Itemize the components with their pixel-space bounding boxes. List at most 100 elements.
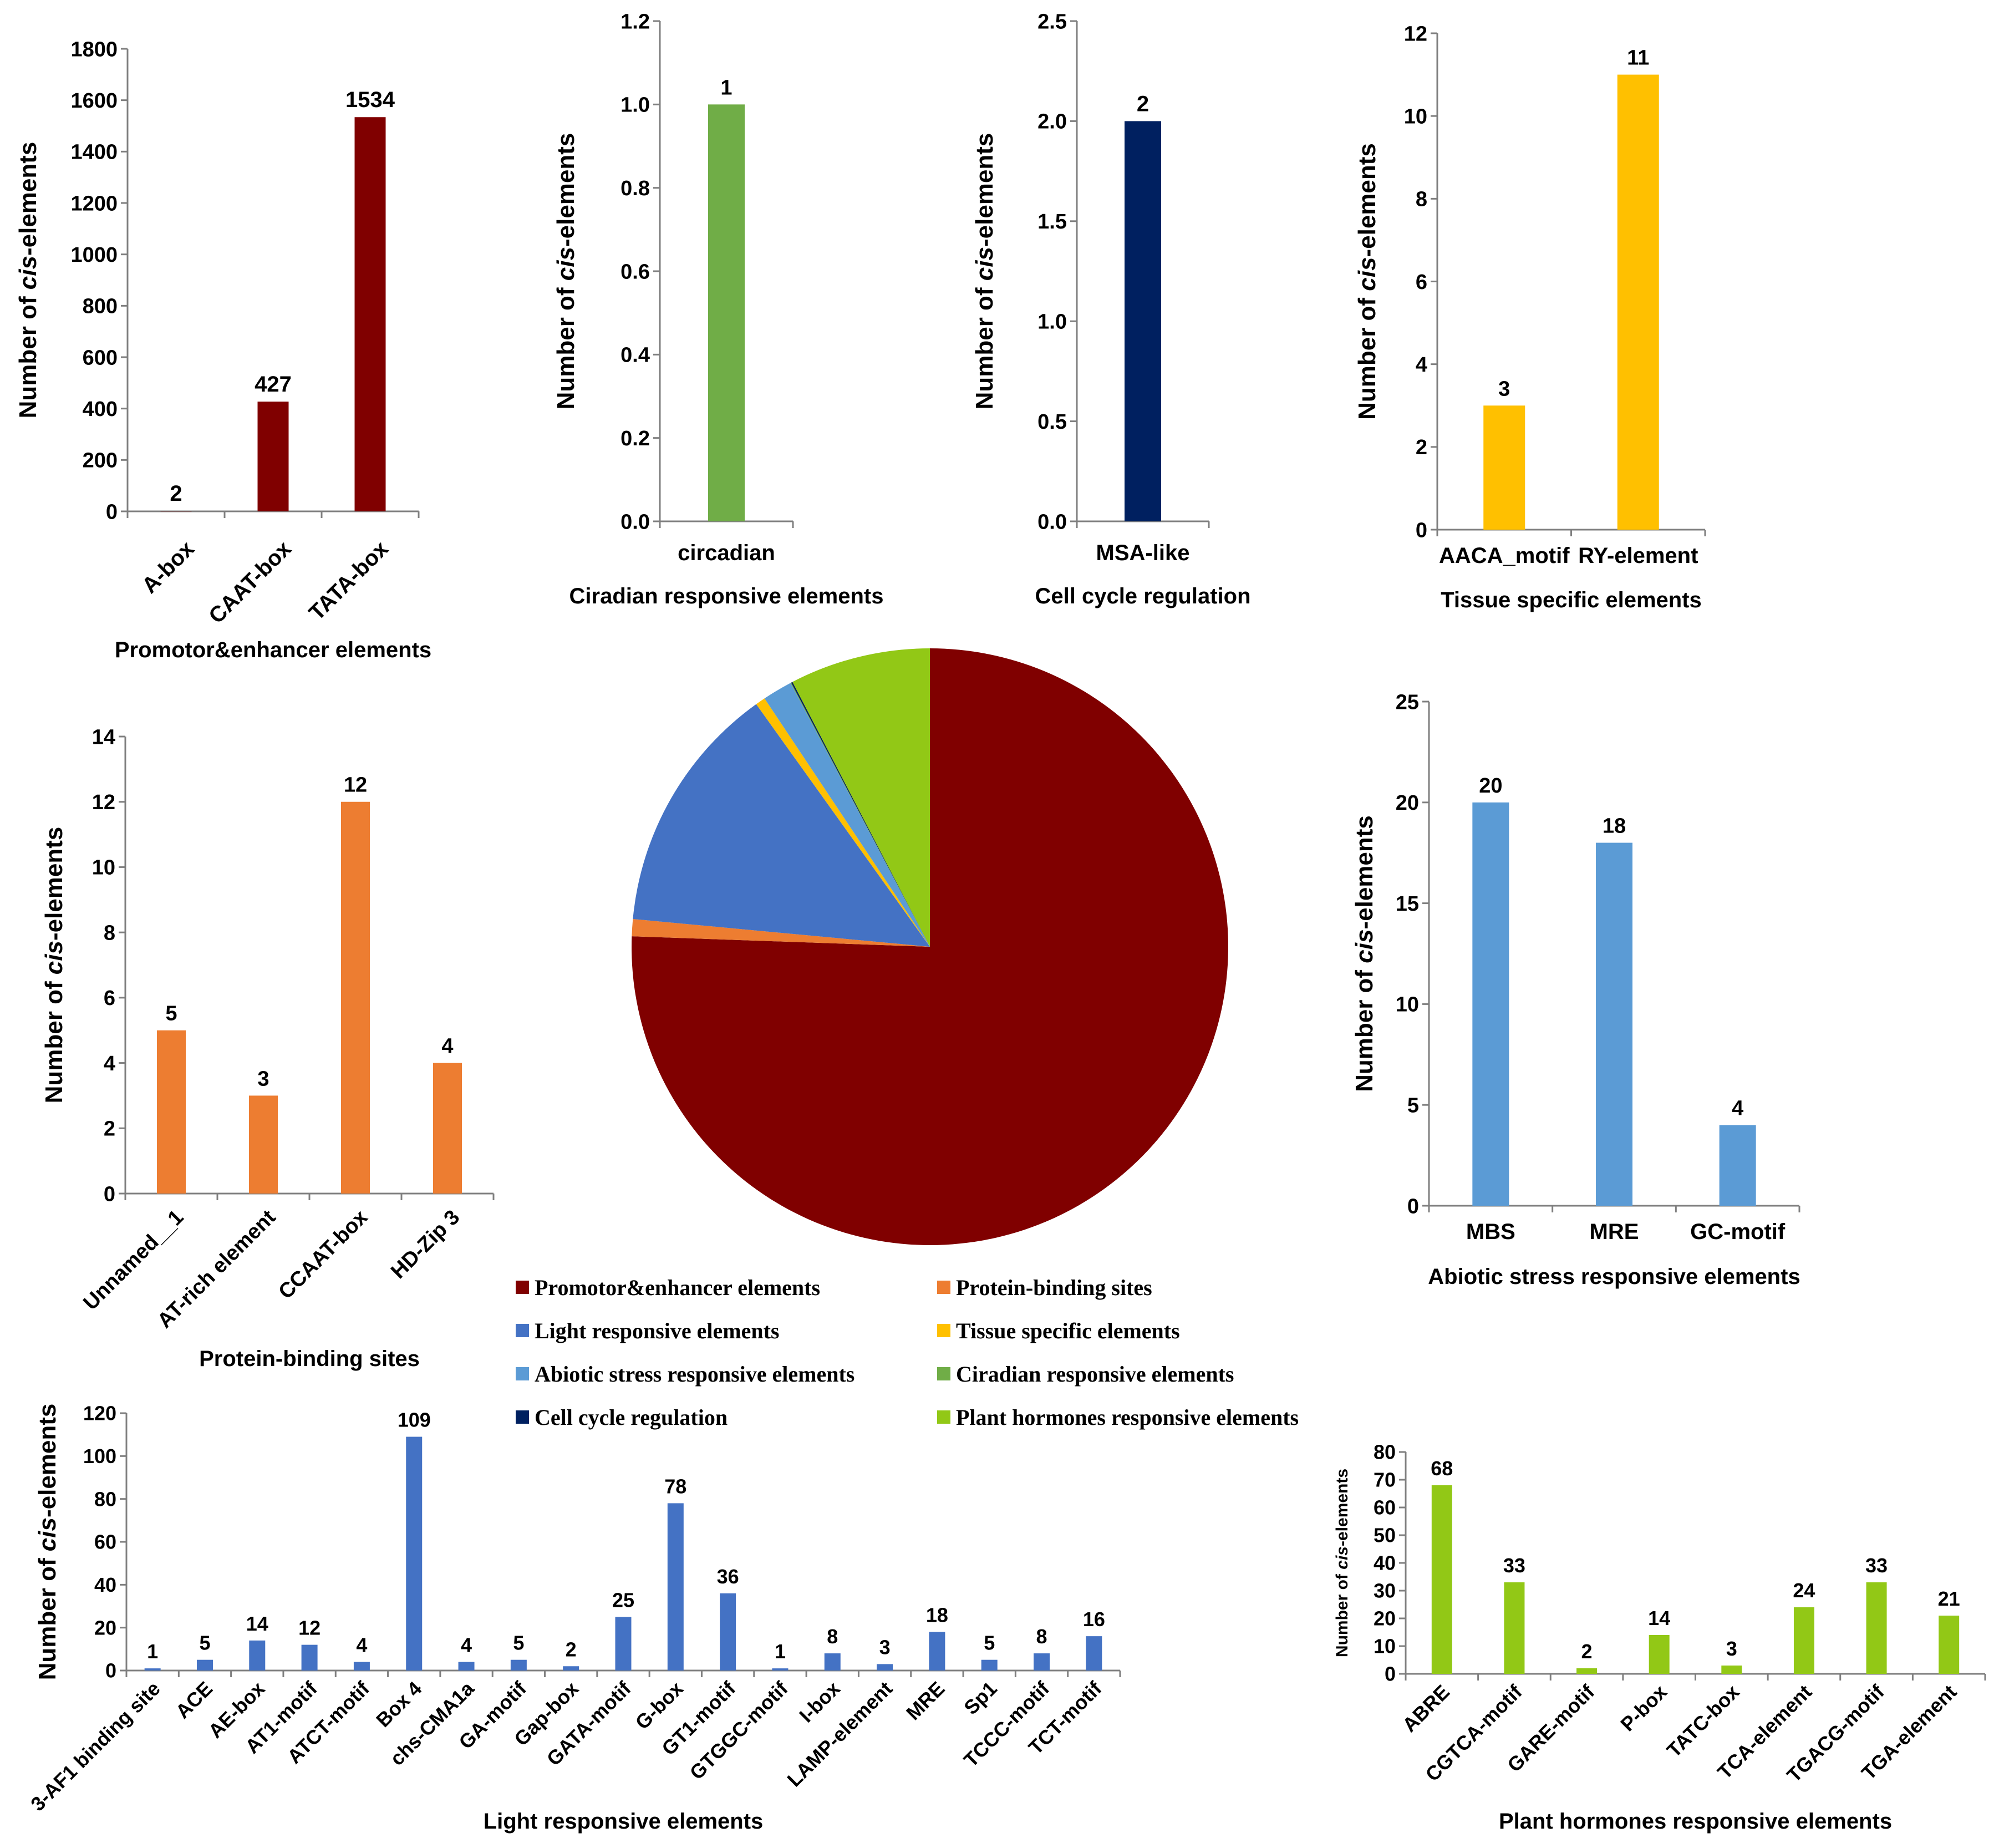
legend-label: Cell cycle regulation xyxy=(535,1405,728,1430)
bar-CAAT-box xyxy=(257,402,289,511)
value-label: 2 xyxy=(566,1638,577,1661)
y-tick-label: 800 xyxy=(83,295,118,318)
value-label: 20 xyxy=(1479,774,1502,798)
legend-swatch-ciradian xyxy=(937,1367,950,1380)
pie-chart xyxy=(632,648,1228,1246)
value-label: 4 xyxy=(1732,1097,1743,1120)
value-label: 33 xyxy=(1503,1554,1525,1577)
value-label: 18 xyxy=(1603,815,1626,838)
legend-label: Ciradian responsive elements xyxy=(956,1362,1234,1387)
y-tick-label: 5 xyxy=(1407,1094,1419,1118)
bar-GTGGC-motif xyxy=(772,1668,789,1671)
bar-TGA-element xyxy=(1939,1616,1960,1674)
category-label: CCAAT-box xyxy=(274,1206,372,1304)
y-tick-label: 0 xyxy=(1416,519,1427,542)
y-tick-label: 4 xyxy=(104,1052,115,1075)
y-tick-label: 1.0 xyxy=(620,94,650,117)
y-tick-label: 0 xyxy=(1385,1663,1396,1685)
y-tick-label: 4 xyxy=(1416,353,1427,377)
bar-MRE xyxy=(1596,842,1632,1206)
y-tick-label: 400 xyxy=(83,398,118,421)
value-label: 3 xyxy=(257,1067,269,1090)
category-label: MRE xyxy=(1590,1220,1639,1244)
y-tick-label: 0.0 xyxy=(620,510,650,534)
category-label: RY-element xyxy=(1578,544,1698,568)
chart-hormone: 0102030405060708068ABRE33CGTCA-motif2GAR… xyxy=(1333,1441,1986,1834)
value-label: 68 xyxy=(1431,1457,1453,1480)
value-label: 5 xyxy=(984,1632,995,1654)
value-label: 16 xyxy=(1083,1608,1105,1631)
y-tick-label: 14 xyxy=(92,725,115,749)
legend-swatch-hormone xyxy=(937,1410,950,1424)
y-tick-label: 10 xyxy=(92,856,115,880)
y-tick-label: 6 xyxy=(104,987,115,1010)
legend-label: Plant hormones responsive elements xyxy=(956,1405,1299,1430)
category-label: GC-motif xyxy=(1690,1220,1786,1244)
category-label: 3-AF1 binding site xyxy=(26,1677,165,1816)
legend-label: Light responsive elements xyxy=(535,1318,779,1343)
bar-TATA-box xyxy=(354,117,386,511)
y-tick-label: 12 xyxy=(1404,22,1427,45)
bar-RY-element xyxy=(1617,74,1659,530)
bar-ATCT-motif xyxy=(353,1662,370,1671)
y-tick-label: 60 xyxy=(94,1531,116,1553)
bar-AACA_motif xyxy=(1483,405,1525,530)
pie-slice-cellcycle xyxy=(791,682,930,947)
pie-slice-light xyxy=(633,704,930,947)
y-axis-title: Number of cis-elements xyxy=(1354,143,1381,420)
legend-swatch-promotor xyxy=(516,1281,529,1294)
chart-title: Tissue specific elements xyxy=(1441,588,1702,612)
bar-TCT-motif xyxy=(1086,1636,1102,1671)
y-axis-title: Number of cis-elements xyxy=(40,827,68,1104)
y-axis-title: Number of cis-elements xyxy=(1333,1469,1351,1657)
category-label: Sp1 xyxy=(959,1677,1001,1719)
y-tick-label: 2 xyxy=(1416,436,1427,459)
bar-circadian xyxy=(708,104,745,522)
value-label: 14 xyxy=(1648,1607,1670,1629)
bar-Unnamed__1 xyxy=(157,1030,186,1194)
value-label: 8 xyxy=(1036,1625,1047,1648)
pie-slice-promotor xyxy=(632,648,1228,1246)
bar-HD-Zip 3 xyxy=(433,1063,462,1194)
value-label: 25 xyxy=(612,1588,634,1611)
chart-promotor: 0 200 400 600 800 1000 1200 1400 1600 1800 2 A-box 4… xyxy=(14,38,431,662)
y-axis-title: Number of cis-elements xyxy=(1351,815,1378,1092)
value-label: 427 xyxy=(255,372,292,397)
chart-title: Ciradian responsive elements xyxy=(569,584,884,608)
y-tick-label: 6 xyxy=(1416,271,1427,294)
y-tick-label: 100 xyxy=(83,1445,116,1468)
value-label: 36 xyxy=(717,1565,739,1588)
pie-slice-ciradian xyxy=(790,682,930,947)
legend-label: Protein-binding sites xyxy=(956,1275,1152,1300)
value-label: 5 xyxy=(165,1002,177,1025)
bar-Box 4 xyxy=(406,1436,423,1671)
y-tick-label: 1000 xyxy=(70,243,118,267)
chart-cellcycle: 0.0 0.5 1.0 1.5 2.0 2.5 2 MSA-like Number of cis… xyxy=(971,10,1251,608)
bar-GATA-motif xyxy=(615,1617,632,1671)
y-tick-label: 40 xyxy=(94,1573,116,1596)
y-tick-label: 20 xyxy=(1396,791,1419,815)
pie-slice-abiotic xyxy=(764,683,930,947)
y-tick-label: 80 xyxy=(94,1487,116,1510)
category-label: A-box xyxy=(138,536,199,598)
chart-ciradian: 0.0 0.2 0.4 0.6 0.8 1.0 1.2 1 circadian Number of… xyxy=(552,10,883,608)
y-tick-label: 120 xyxy=(83,1402,116,1425)
category-label: MBS xyxy=(1466,1220,1515,1244)
chart-tissue: 0 2 4 6 8 10 12 3 AACA_motif 11 RY-element Number o… xyxy=(1354,22,1706,612)
y-tick-label: 1.5 xyxy=(1037,210,1067,233)
y-tick-label: 50 xyxy=(1374,1524,1396,1547)
value-label: 2 xyxy=(1581,1640,1593,1663)
bar-AT-rich element xyxy=(249,1095,278,1194)
y-axis-title: Number of cis-elements xyxy=(14,142,42,419)
bar-MSA-like xyxy=(1125,121,1161,521)
y-axis-title: Number of cis-elements xyxy=(552,133,579,410)
y-tick-label: 40 xyxy=(1374,1552,1396,1575)
category-label: MSA-like xyxy=(1096,541,1190,565)
value-label: 33 xyxy=(1865,1554,1888,1577)
category-label: ACE xyxy=(171,1677,217,1723)
y-tick-label: 20 xyxy=(1374,1607,1396,1630)
value-label: 24 xyxy=(1793,1579,1815,1602)
pie-slice-tissue xyxy=(756,698,930,947)
